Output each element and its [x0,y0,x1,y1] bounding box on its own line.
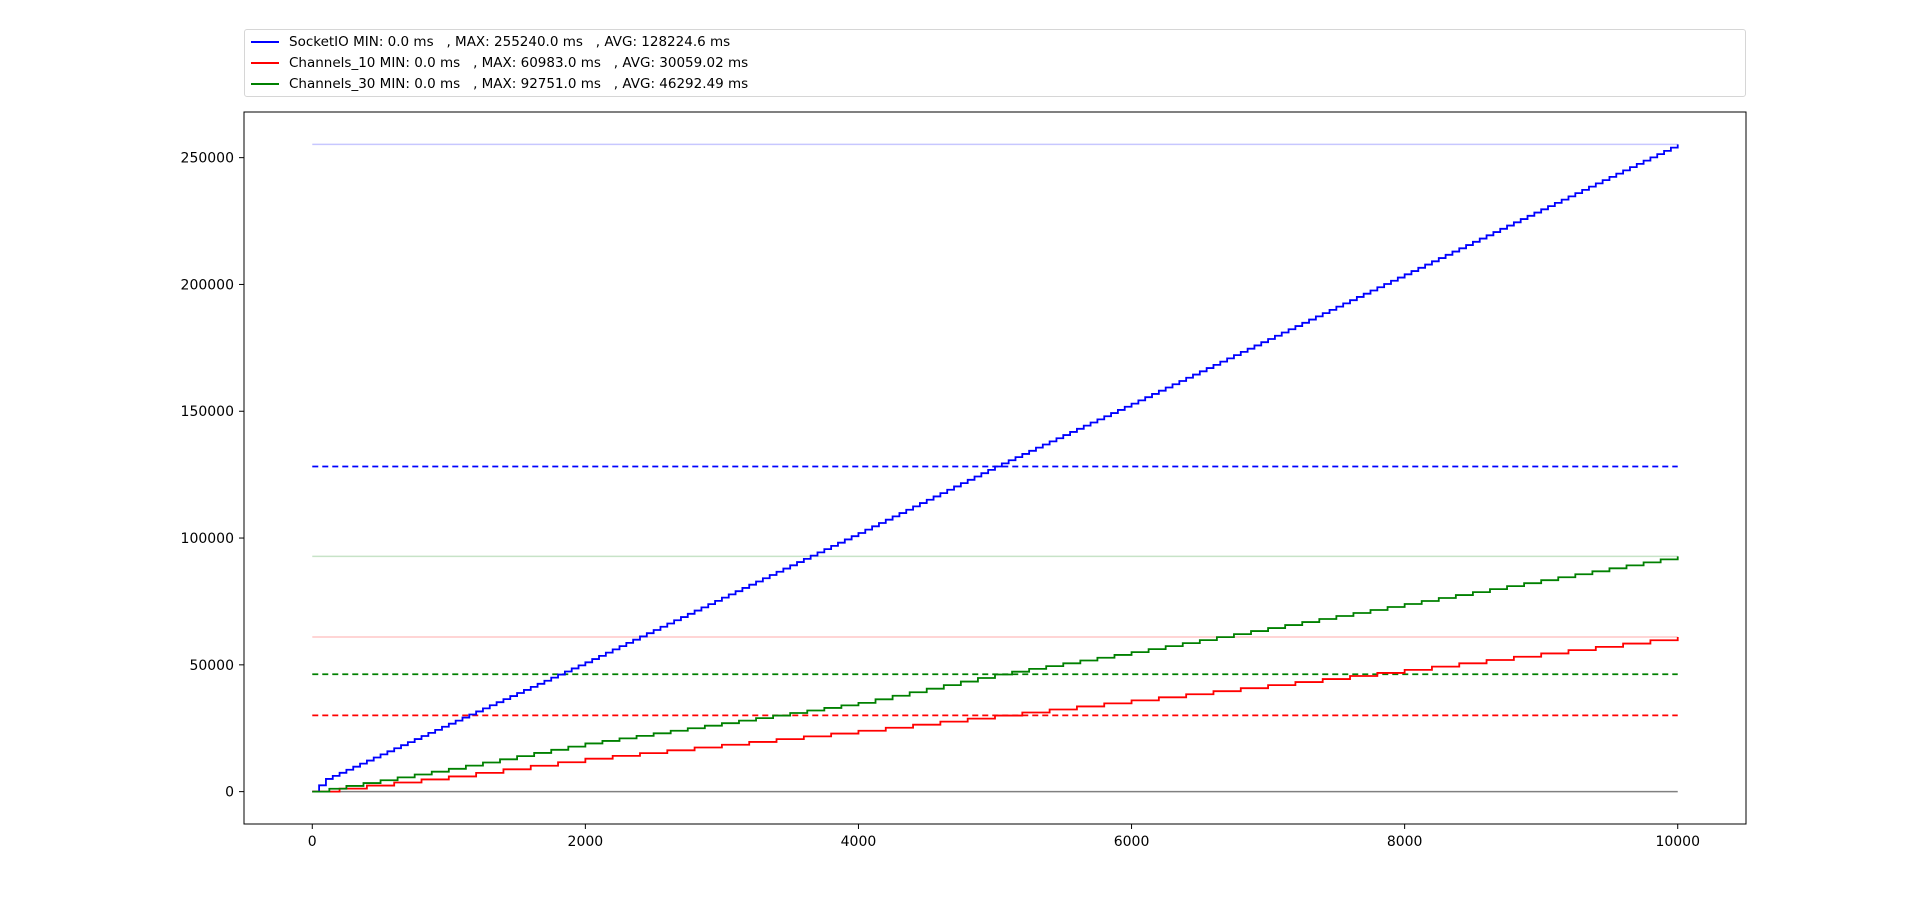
y-tick-label: 150000 [181,404,234,420]
legend-label-channels-10: Channels_10 MIN: 0.0 ms , MAX: 60983.0 m… [289,55,749,71]
y-tick-label: 100000 [181,531,234,547]
legend-swatch-channels-10 [251,62,279,64]
series-line-socketio [312,144,1679,793]
legend-swatch-socketio [251,41,279,43]
legend-entry-socketio: SocketIO MIN: 0.0 ms , MAX: 255240.0 ms … [251,32,730,52]
series-line-channels-30 [312,556,1679,793]
axes-frame [243,111,1747,825]
y-tick-label: 250000 [181,151,234,167]
x-tick-label: 2000 [568,834,604,850]
x-tick-label: 4000 [841,834,877,850]
y-tick-label: 50000 [189,658,234,674]
x-tick-label: 6000 [1114,834,1150,850]
x-tick-label: 10000 [1655,834,1700,850]
plot-area [312,143,1679,793]
chart-legend: SocketIO MIN: 0.0 ms , MAX: 255240.0 ms … [244,29,1746,97]
legend-entry-channels-10: Channels_10 MIN: 0.0 ms , MAX: 60983.0 m… [251,53,748,73]
axis-ticks: 0 2000 4000 6000 8000 10000050000100000150000… [181,151,1700,850]
y-tick-label: 200000 [181,277,234,293]
legend-label-channels-30: Channels_30 MIN: 0.0 ms , MAX: 92751.0 m… [289,76,749,92]
legend-entry-channels-30: Channels_30 MIN: 0.0 ms , MAX: 92751.0 m… [251,74,748,94]
x-tick-label: 0 [308,834,317,850]
series-line-channels-10 [312,636,1679,793]
legend-swatch-channels-30 [251,83,279,85]
y-tick-label: 0 [225,785,234,801]
x-tick-label: 8000 [1387,834,1423,850]
legend-label-socketio: SocketIO MIN: 0.0 ms , MAX: 255240.0 ms … [289,34,731,50]
